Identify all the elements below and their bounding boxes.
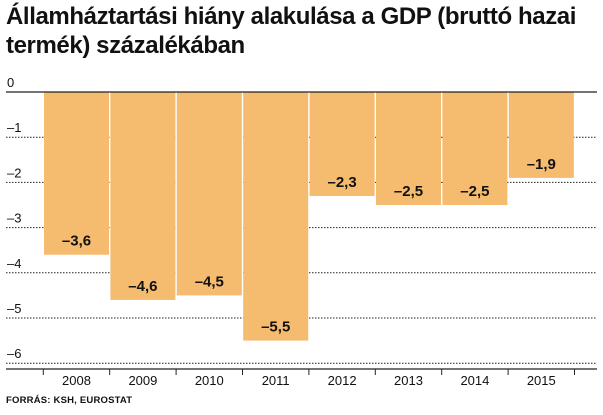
y-tick-label: –5 (7, 301, 21, 316)
y-axis-tick-labels: 0 –1 –2 –3 –4 –5 –6 (7, 75, 21, 361)
x-tick-label-2009: 2009 (128, 373, 157, 388)
bar-2008 (44, 92, 109, 255)
y-tick-label: –2 (7, 165, 21, 180)
bar-2010 (176, 92, 242, 296)
x-tick-label-2012: 2012 (328, 373, 357, 388)
x-tick-label-2010: 2010 (195, 373, 224, 388)
value-label-2014: –2,5 (460, 183, 489, 200)
bars (44, 92, 574, 341)
x-axis-category-labels: 2008 2009 2010 2011 2012 2013 2014 2015 (6, 368, 597, 388)
bar-2009 (110, 92, 176, 300)
bar-2012 (309, 92, 375, 196)
value-label-2010: –4,5 (195, 273, 224, 290)
bar-2014 (442, 92, 508, 205)
y-tick-label: 0 (7, 75, 14, 90)
x-tick-label-2015: 2015 (527, 373, 556, 388)
value-label-2013: –2,5 (394, 183, 423, 200)
value-labels: –3,6 –4,6 –4,5 –5,5 –2,3 –2,5 –2,5 –1,9 (62, 156, 556, 336)
x-tick-label-2008: 2008 (62, 373, 91, 388)
y-tick-label: –6 (7, 346, 21, 361)
y-tick-label: –4 (7, 256, 21, 271)
value-label-2009: –4,6 (128, 278, 157, 295)
value-label-2015: –1,9 (527, 156, 556, 173)
x-tick-label-2013: 2013 (394, 373, 423, 388)
value-label-2011: –5,5 (261, 319, 290, 336)
value-label-2008: –3,6 (62, 233, 91, 250)
bar-2015 (508, 92, 574, 178)
y-tick-label: –3 (7, 211, 21, 226)
chart-title: Államháztartási hiány alakulása a GDP (b… (6, 3, 577, 59)
y-tick-label: –1 (7, 120, 21, 135)
x-tick-label-2011: 2011 (262, 373, 290, 388)
x-tick-label-2014: 2014 (460, 373, 489, 388)
value-label-2012: –2,3 (327, 174, 356, 191)
bar-2011 (243, 92, 309, 341)
bar-2013 (376, 92, 441, 205)
source-note: FORRÁS: KSH, EUROSTAT (6, 395, 133, 406)
